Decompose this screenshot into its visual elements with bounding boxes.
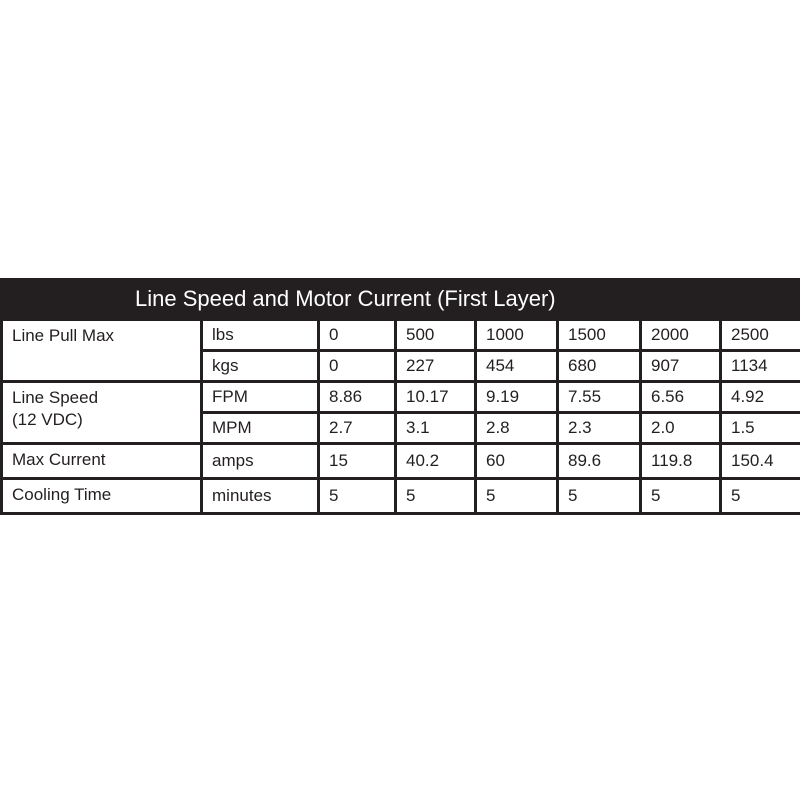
row-header: Max Current (0, 442, 203, 480)
value-cell: 500 (394, 318, 477, 352)
row-header: Line Pull Max (0, 318, 203, 383)
unit-cell: lbs (200, 318, 320, 352)
table-row: Cooling Time minutes 5 5 5 5 5 5 (0, 477, 800, 515)
spec-table: Line Pull Max lbs 0 500 1000 1500 2000 2500 kgs 0… (0, 318, 800, 515)
unit-cell: FPM (200, 380, 320, 414)
value-cell: 1134 (719, 349, 800, 383)
value-cell: 1000 (474, 318, 559, 352)
spec-table-container: Line Speed and Motor Current (First Laye… (0, 278, 800, 515)
row-label: Cooling Time (12, 485, 112, 504)
row-label: Max Current (12, 450, 106, 469)
unit-cell: MPM (200, 411, 320, 445)
value-cell: 5 (639, 477, 722, 515)
value-cell: 8.86 (317, 380, 397, 414)
value-cell: 7.55 (556, 380, 642, 414)
value-cell: 60 (474, 442, 559, 480)
value-cell: 2500 (719, 318, 800, 352)
value-cell: 2000 (639, 318, 722, 352)
value-cell: 680 (556, 349, 642, 383)
value-cell: 2.7 (317, 411, 397, 445)
value-cell: 1500 (556, 318, 642, 352)
row-header: Cooling Time (0, 477, 203, 515)
value-cell: 0 (317, 318, 397, 352)
value-cell: 5 (719, 477, 800, 515)
value-cell: 5 (394, 477, 477, 515)
unit-cell: amps (200, 442, 320, 480)
row-label: Line Speed (12, 388, 99, 407)
value-cell: 10.17 (394, 380, 477, 414)
value-cell: 1.5 (719, 411, 800, 445)
row-sublabel: (12 VDC) (12, 410, 83, 429)
value-cell: 227 (394, 349, 477, 383)
table-row: Line Pull Max lbs 0 500 1000 1500 2000 2500 (0, 318, 800, 383)
value-cell: 15 (317, 442, 397, 480)
value-cell: 454 (474, 349, 559, 383)
table-row: kgs 0 227 454 680 907 1134 (2, 349, 800, 383)
value-cell: 40.2 (394, 442, 477, 480)
value-cell: 5 (317, 477, 397, 515)
table-row: Line Speed (12 VDC) FPM 8.86 10.17 9.19 7.55 6.… (0, 380, 800, 445)
value-cell: 89.6 (556, 442, 642, 480)
value-cell: 119.8 (639, 442, 722, 480)
table-row: Max Current amps 15 40.2 60 89.6 119.8 150.4 (0, 442, 800, 480)
value-cell: 3.1 (394, 411, 477, 445)
row-label: Line Pull Max (12, 326, 115, 345)
row-header: Line Speed (12 VDC) (0, 380, 203, 445)
table-row: MPM 2.7 3.1 2.8 2.3 2.0 1.5 (2, 411, 800, 445)
value-cell: 2.0 (639, 411, 722, 445)
value-cell: 907 (639, 349, 722, 383)
value-cell: 9.19 (474, 380, 559, 414)
unit-cell: kgs (200, 349, 320, 383)
value-cell: 5 (474, 477, 559, 515)
value-cell: 2.8 (474, 411, 559, 445)
value-cell: 4.92 (719, 380, 800, 414)
value-cell: 150.4 (719, 442, 800, 480)
table-title: Line Speed and Motor Current (First Laye… (0, 278, 800, 318)
value-cell: 5 (556, 477, 642, 515)
unit-cell: minutes (200, 477, 320, 515)
value-cell: 2.3 (556, 411, 642, 445)
value-cell: 6.56 (639, 380, 722, 414)
value-cell: 0 (317, 349, 397, 383)
